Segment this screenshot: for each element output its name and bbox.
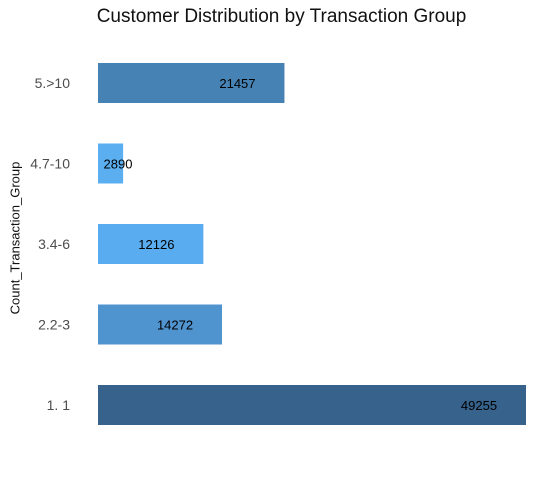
y-tick-label: 3.4-6 — [38, 236, 70, 252]
y-tick-label: 2.2-3 — [38, 317, 70, 333]
bar-value-label: 12126 — [138, 237, 174, 252]
bar-3 — [98, 304, 223, 345]
bar-labels-group: 21457 2890 12126 14272 49255 — [104, 76, 498, 413]
bars-group — [98, 63, 526, 425]
y-tick-label: 4.7-10 — [30, 156, 70, 172]
chart-title: Customer Distribution by Transaction Gro… — [96, 6, 467, 27]
bar-value-label: 2890 — [104, 157, 133, 172]
tick-labels-group: 5.>10 4.7-10 3.4-6 2.2-3 1. 1 — [30, 75, 70, 413]
bar-value-label: 14272 — [157, 318, 193, 333]
bar-1 — [98, 143, 124, 184]
bar-value-label: 21457 — [219, 76, 255, 91]
bar-value-label: 49255 — [461, 398, 497, 413]
bar-0 — [98, 63, 285, 103]
bar-2 — [98, 224, 204, 264]
bar-4 — [98, 385, 526, 425]
y-tick-label: 1. 1 — [47, 397, 71, 413]
y-tick-label: 5.>10 — [35, 75, 71, 91]
